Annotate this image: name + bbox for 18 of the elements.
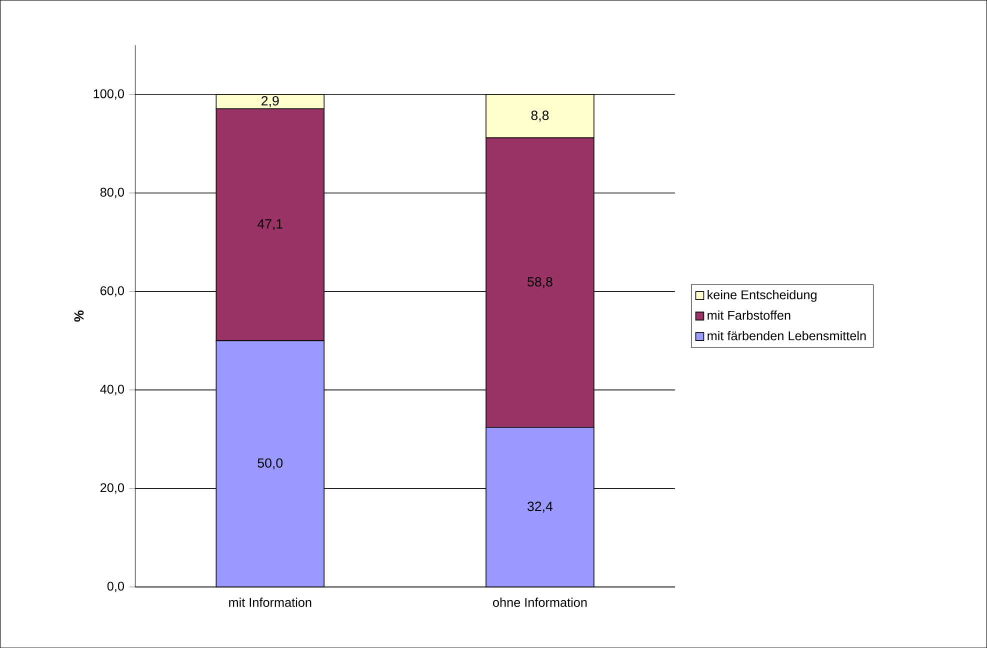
x-tick-label: mit Information [229, 598, 312, 607]
x-tick-label: ohne Information [493, 598, 587, 607]
y-tick-label: 80,0 [100, 188, 124, 198]
y-tick-label: 20,0 [100, 483, 124, 494]
data-label: 8,8 [531, 110, 549, 122]
data-label: 50,0 [258, 458, 283, 470]
legend-label: keine Entscheidung [708, 290, 816, 302]
data-label: 47,1 [257, 219, 282, 230]
y-tick-label: 0,0 [107, 582, 124, 592]
legend-label: mit färbenden Lebensmitteln [708, 330, 866, 340]
y-tick-label: 100,0 [94, 89, 124, 100]
data-label: 32,4 [528, 502, 553, 513]
y-tick-label: 40,0 [100, 384, 124, 396]
y-axis-title: % [74, 310, 84, 322]
y-tick-label: 60,0 [100, 286, 124, 297]
legend-label: mit Farbstoffen [708, 310, 790, 320]
data-label: 58,8 [528, 277, 552, 288]
data-label: 2,9 [262, 96, 279, 108]
